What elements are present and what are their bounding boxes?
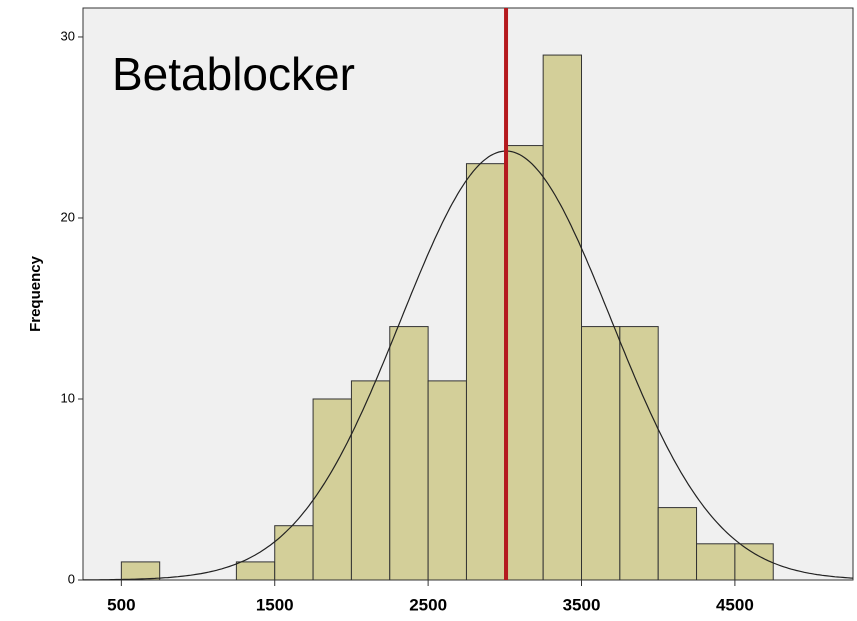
- normal-curve: [83, 150, 854, 581]
- x-tick-label: 3500: [563, 595, 601, 614]
- x-tick-label: 2500: [409, 595, 447, 614]
- bar: [120, 561, 161, 581]
- x-tick-label: 500: [107, 595, 135, 614]
- bar: [542, 54, 583, 581]
- bar: [427, 380, 467, 581]
- bar: [734, 543, 774, 581]
- annotation: Betablocker: [112, 48, 355, 100]
- bar: [465, 163, 506, 581]
- bar: [619, 326, 659, 581]
- y-tick-label: 10: [61, 390, 75, 405]
- y-tick-label: 20: [61, 209, 75, 224]
- y-tick-label: 30: [61, 28, 75, 43]
- bar: [350, 380, 391, 581]
- y-tick-label: 0: [68, 571, 75, 586]
- bar: [312, 398, 352, 581]
- x-tick-label: 4500: [716, 595, 754, 614]
- bar: [235, 561, 276, 581]
- bar: [581, 326, 621, 581]
- x-tick-label: 1500: [256, 595, 294, 614]
- bar: [504, 145, 544, 581]
- bar: [696, 543, 736, 581]
- bar: [389, 326, 429, 581]
- bar: [657, 507, 698, 581]
- y-axis-label: Frequency: [27, 255, 44, 332]
- bar: [274, 525, 314, 581]
